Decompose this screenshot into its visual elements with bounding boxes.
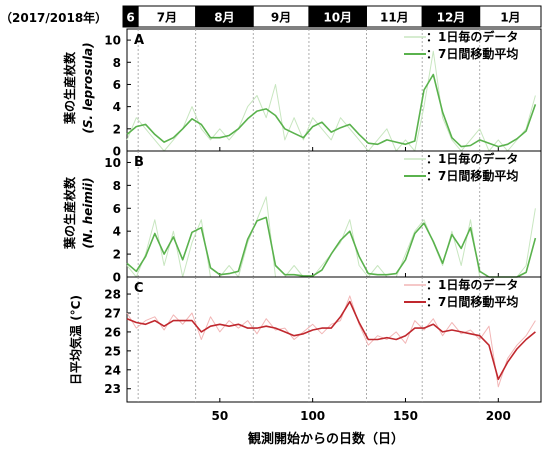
panel-a-ytick-label-1: 2: [113, 122, 121, 136]
panel-c-ytick-label-2: 25: [104, 344, 121, 358]
panel-c-ytick-label-3: 26: [104, 325, 121, 339]
panel-b-letter: B: [134, 155, 144, 170]
panel-b-moving-average-line: [126, 216, 537, 278]
panel-a-ylabel: 葉の生産枚数: [62, 51, 77, 125]
panel-a-letter: A: [134, 33, 144, 48]
x-tick-label-0: 50: [211, 409, 228, 423]
panel-b-ytick-label-2: 4: [113, 225, 121, 239]
panel-b-ylabel-species: (N. heimii): [81, 177, 95, 248]
panel-a-legend-label-0: ：1日毎のデータ: [426, 29, 518, 44]
panel-c-ytick-label-1: 24: [104, 363, 121, 377]
panel-a-legend-label-1: ：7日間移動平均: [426, 46, 518, 61]
panel-c-daily-data-line: [126, 295, 536, 388]
panel-b-ylabel: 葉の生産枚数: [62, 176, 77, 250]
panel-c-legend-label-0: ：1日毎のデータ: [426, 277, 518, 292]
month-cell-7: [479, 5, 542, 28]
panel-b-legend-label-0: ：1日毎のデータ: [426, 151, 518, 166]
panel-a-ytick-label-2: 4: [113, 100, 121, 114]
panel-c-ylabel: 日平均気温 (°C): [68, 295, 83, 385]
panel-b-ytick-label-3: 6: [113, 202, 121, 216]
x-tick-label-2: 150: [393, 409, 418, 423]
panel-b-ytick-label-1: 2: [113, 248, 121, 262]
panel-c-letter: C: [134, 281, 144, 296]
panel-a-ytick-label-4: 8: [113, 56, 121, 70]
panel-c-legend-label-1: ：7日間移動平均: [426, 294, 518, 309]
month-label-6: 12月: [437, 11, 466, 25]
x-axis: 観測開始からの日数（日） 50 100 150 200: [211, 409, 510, 447]
year-label: （2017/2018年）: [0, 10, 107, 25]
panel-b-daily-data-line: [126, 196, 536, 278]
panel-c-frame: [126, 276, 542, 403]
x-tick-label-3: 200: [486, 409, 511, 423]
month-header: （2017/2018年） 6 7月 8月 9月 10月 11月 12月 1月: [0, 5, 542, 28]
panel-c-ytick-label-4: 27: [104, 306, 121, 320]
panel-b-ytick-label-5: 10: [104, 156, 121, 170]
month-label-7: 1月: [500, 11, 520, 25]
panel-a-leaf-production-s-leprosula: 葉の生産枚数 (S. leprosula) 0 2 4 6 8 10 A ：1日毎のデータ ：7…: [62, 28, 542, 159]
month-label-2: 8月: [214, 11, 234, 25]
panel-a-moving-average-line: [126, 73, 537, 148]
panel-b-ytick-label-0: 0: [113, 271, 121, 285]
panel-c-moving-average-line: [126, 300, 536, 381]
panel-a-daily-data-line: [126, 50, 536, 152]
panel-c-ytick-label-5: 28: [104, 288, 121, 302]
panel-b-legend-label-1: ：7日間移動平均: [426, 168, 518, 183]
month-label-1: 7月: [157, 11, 177, 25]
panel-a-ytick-label-0: 0: [113, 145, 121, 159]
panel-a-ytick-label-3: 6: [113, 78, 121, 92]
panel-a-ytick-label-5: 10: [104, 34, 121, 48]
month-label-3: 9月: [271, 11, 291, 25]
panel-b-ytick-label-4: 8: [113, 179, 121, 193]
panel-b-leaf-production-n-heimii: 葉の生産枚数 (N. heimii) 0 2 4 6 8 10 B ：1日毎のデータ ：7日間移…: [62, 150, 542, 285]
month-label-4: 10月: [323, 11, 352, 25]
x-axis-label: 観測開始からの日数（日）: [247, 431, 404, 447]
panel-c-daily-mean-temperature: 日平均気温 (°C) 23 24 25 26 27 28 C ：1日毎のデータ ：7日間移動平均: [68, 276, 542, 403]
month-label-0: 6: [126, 11, 134, 25]
panel-a-ylabel-species: (S. leprosula): [81, 42, 95, 133]
month-label-5: 11月: [380, 11, 409, 25]
x-tick-label-1: 100: [300, 409, 325, 423]
panel-c-ytick-label-0: 23: [104, 382, 121, 396]
